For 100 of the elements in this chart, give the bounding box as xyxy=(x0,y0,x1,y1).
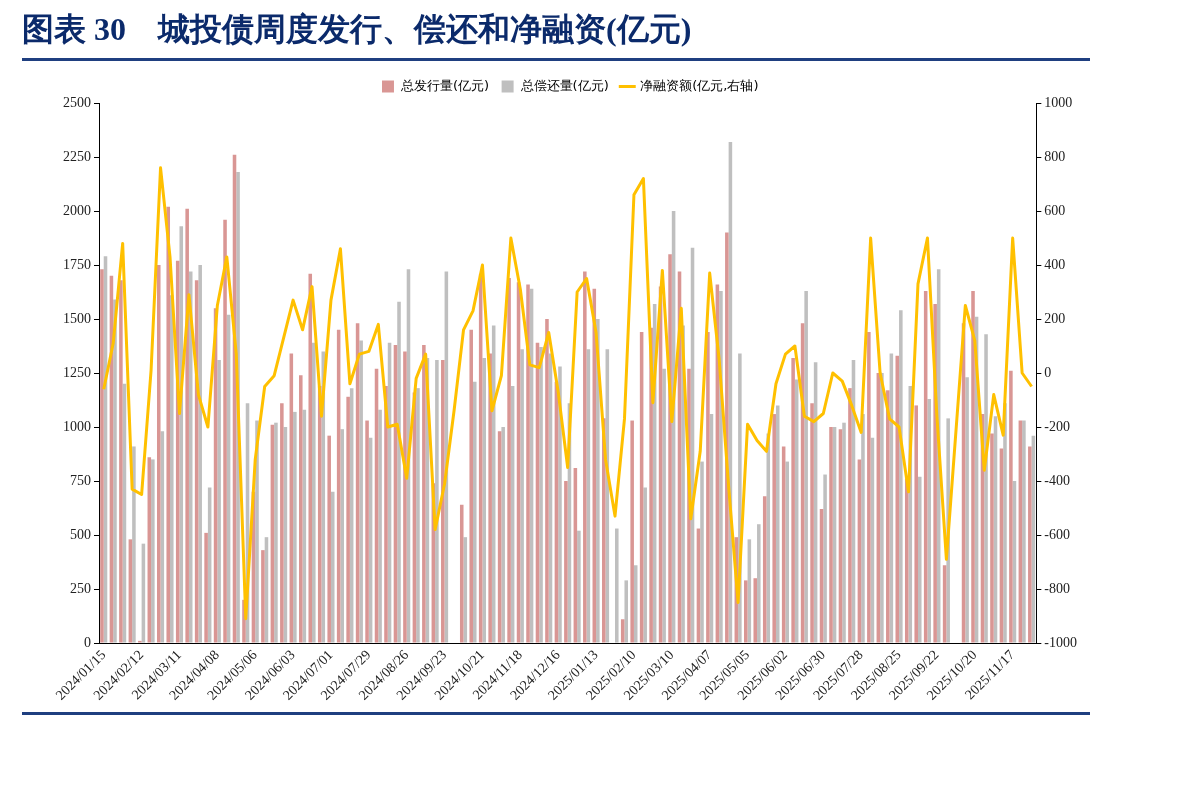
bar xyxy=(293,411,297,643)
y2-tick-label: -800 xyxy=(1044,580,1071,596)
bar xyxy=(583,271,587,643)
bar xyxy=(507,277,511,643)
y-tick-label: 1500 xyxy=(63,310,91,326)
bar xyxy=(119,280,123,643)
bar xyxy=(791,357,795,643)
bar xyxy=(113,299,117,643)
y2-tick-label: 1000 xyxy=(1044,94,1073,110)
bar xyxy=(1009,370,1013,643)
bar xyxy=(526,284,530,643)
y-tick-label: 1750 xyxy=(63,256,91,272)
bar xyxy=(842,422,846,643)
bar xyxy=(330,491,335,643)
bar xyxy=(459,504,464,643)
bar xyxy=(785,461,789,643)
bar xyxy=(662,368,666,643)
bar xyxy=(223,219,227,643)
bar xyxy=(472,381,477,643)
bar xyxy=(327,435,331,643)
y2-tick-label: 600 xyxy=(1044,202,1066,218)
bar xyxy=(867,331,871,643)
y2-tick-label: 200 xyxy=(1044,310,1066,326)
bar xyxy=(706,331,710,643)
bar xyxy=(984,334,988,643)
bar xyxy=(753,578,758,643)
bar xyxy=(577,530,581,643)
bar xyxy=(927,398,932,643)
bar xyxy=(217,360,221,643)
bar xyxy=(441,360,445,643)
y2-tick-label: 0 xyxy=(1044,364,1052,380)
bar xyxy=(151,459,155,643)
bar xyxy=(804,290,808,643)
bar xyxy=(775,405,780,643)
bar xyxy=(643,487,647,643)
bar xyxy=(416,388,420,643)
bar xyxy=(378,409,382,643)
bar xyxy=(880,373,884,643)
bar xyxy=(280,403,284,643)
legend-label: 总发行量(亿元) xyxy=(399,77,490,93)
bar xyxy=(558,366,562,643)
bar xyxy=(564,481,568,643)
y-tick-label: 0 xyxy=(84,634,91,650)
legend-label: 总偿还量(亿元) xyxy=(519,77,609,93)
bar xyxy=(346,396,350,643)
bar xyxy=(766,433,771,643)
bar xyxy=(886,390,890,643)
bar xyxy=(861,414,865,643)
y-tick-label: 250 xyxy=(70,580,91,596)
bar xyxy=(198,265,202,643)
bar xyxy=(810,403,814,643)
bar xyxy=(501,427,505,643)
bar xyxy=(274,422,278,643)
bar xyxy=(539,347,543,643)
y-tick-label: 750 xyxy=(70,472,91,488)
bar xyxy=(630,420,634,643)
bar xyxy=(545,319,549,643)
chart-title: 图表 30 城投债周度发行、偿还和净融资(亿元) xyxy=(22,10,692,49)
bar xyxy=(312,342,316,643)
bar xyxy=(403,351,407,643)
bar xyxy=(422,344,426,643)
bar xyxy=(971,290,975,643)
bar xyxy=(757,524,761,643)
y-tick-label: 1000 xyxy=(63,418,91,434)
bar xyxy=(848,388,852,643)
y-tick-label: 2500 xyxy=(63,94,91,110)
y-tick-label: 2250 xyxy=(63,148,91,164)
bar xyxy=(469,329,473,643)
bar xyxy=(520,349,524,643)
bar xyxy=(823,474,827,643)
bar xyxy=(482,357,487,643)
bar xyxy=(772,414,776,643)
legend-label: 净融资额(亿元,右轴) xyxy=(640,77,759,93)
bar xyxy=(744,580,748,643)
y-tick-label: 1250 xyxy=(63,364,91,380)
y2-tick-label: -600 xyxy=(1044,526,1071,542)
bar xyxy=(829,427,833,643)
y-tick-label: 2000 xyxy=(63,202,91,218)
y2-tick-label: 800 xyxy=(1044,148,1066,164)
bar xyxy=(1028,446,1032,643)
bar xyxy=(435,360,439,643)
bar xyxy=(156,265,161,643)
bar xyxy=(299,375,303,643)
bar xyxy=(899,310,903,643)
bar xyxy=(914,405,918,643)
bar xyxy=(397,301,401,643)
y2-tick-label: -200 xyxy=(1044,418,1071,434)
bar xyxy=(170,295,174,643)
bar xyxy=(166,206,171,643)
bar xyxy=(1022,420,1026,643)
bar xyxy=(365,420,369,643)
bar xyxy=(990,433,994,643)
y-tick-label: 500 xyxy=(70,526,91,542)
bar xyxy=(308,273,313,643)
bar xyxy=(132,446,136,643)
bar xyxy=(204,532,208,643)
bar xyxy=(700,461,704,643)
bar xyxy=(917,476,922,643)
bar xyxy=(100,269,104,643)
bar xyxy=(359,340,363,643)
